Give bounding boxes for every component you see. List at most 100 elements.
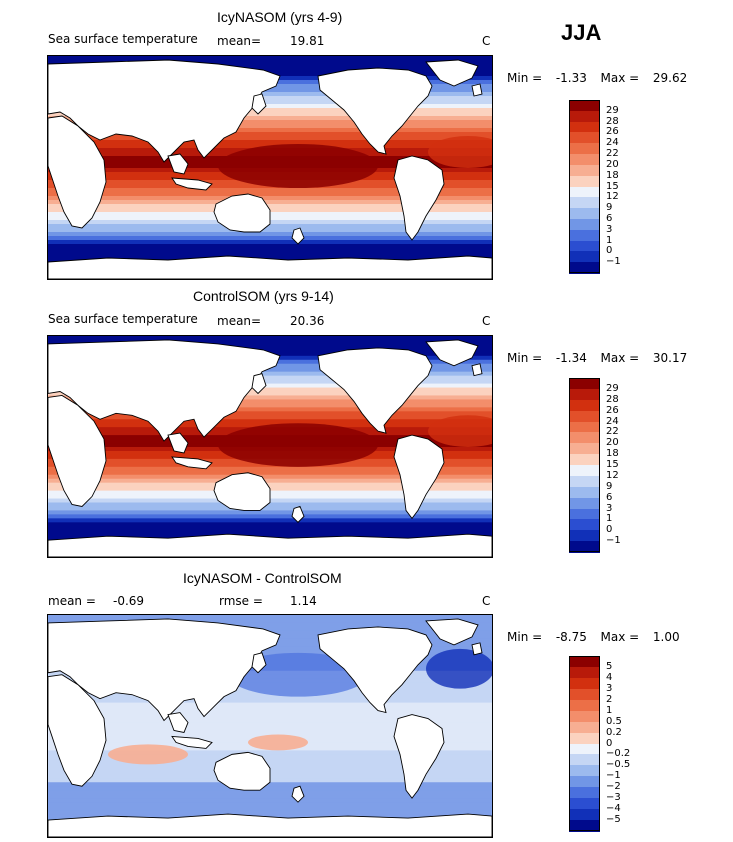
panel-3-title: IcyNASOM - ControlSOM <box>183 570 342 586</box>
colorbar-tick-label: 28 <box>606 115 619 127</box>
ocean-band <box>48 419 492 424</box>
ocean-band <box>48 810 492 815</box>
land-africa <box>48 115 107 229</box>
colorbar-swatch <box>569 787 600 799</box>
land-uk <box>471 363 483 377</box>
colorbar-tick-label: 29 <box>606 104 619 116</box>
colorbar-tick-label: 2 <box>606 693 613 705</box>
ocean-band <box>48 794 492 799</box>
ocean-band <box>48 228 492 233</box>
panel-1-units: C <box>482 34 491 48</box>
land-indo <box>171 456 213 470</box>
colorbar-swatch <box>569 186 600 198</box>
land-japan <box>251 373 267 395</box>
ocean-band <box>48 646 492 652</box>
land-nz <box>291 785 305 803</box>
ocean-band <box>48 786 492 791</box>
atlantic-cool-anomaly <box>426 648 492 689</box>
ocean-band <box>48 798 492 803</box>
colorbar-tick-label: 4 <box>606 671 613 683</box>
season-label: JJA <box>561 20 602 45</box>
panel-1-max-label: Max = <box>600 71 640 85</box>
colorbar-swatch <box>569 262 600 274</box>
colorbar-swatch <box>569 677 600 690</box>
colorbar-swatch <box>569 208 600 220</box>
ocean-band <box>48 722 492 727</box>
indian-warm-anomaly <box>108 744 188 765</box>
ocean-band <box>48 506 492 511</box>
colorbar-swatch <box>569 378 600 390</box>
ocean-band <box>48 188 492 193</box>
panel-3-mean-value: -0.69 <box>113 594 145 608</box>
colorbar-tick-label: 3 <box>606 682 613 694</box>
colorbar-tick-label: 1 <box>606 704 613 716</box>
ocean-band <box>48 64 492 69</box>
ocean-band <box>48 100 492 105</box>
colorbar-tick-label: 1 <box>606 513 613 525</box>
colorbar-frame <box>569 656 600 831</box>
colorbar-swatch <box>569 798 600 810</box>
ocean-band <box>48 256 492 261</box>
ocean-band <box>48 339 492 345</box>
colorbar-tick-label: 28 <box>606 393 619 405</box>
ocean-band <box>48 336 492 341</box>
colorbar-swatch <box>569 421 600 433</box>
land-antarctica <box>48 255 492 279</box>
ocean-band <box>48 236 492 241</box>
land-seasia <box>167 712 189 733</box>
ocean-band <box>48 522 492 527</box>
colorbar-tick-label: 5 <box>606 660 613 672</box>
ocean-band <box>48 502 492 507</box>
colorbar-tick-label: −0.2 <box>606 748 631 760</box>
colorbar-swatch <box>569 666 600 679</box>
land-seasia <box>167 432 189 454</box>
colorbar-swatch <box>569 443 600 455</box>
ocean-band <box>48 510 492 515</box>
ocean-band <box>48 514 492 519</box>
ocean-band <box>48 802 492 807</box>
land-samerica <box>393 155 445 241</box>
land-indo <box>171 735 213 749</box>
ocean-band <box>48 192 492 197</box>
land-namerica <box>317 626 433 714</box>
ocean-band <box>48 343 492 349</box>
panel-2-units: C <box>482 314 491 328</box>
colorbar-swatch <box>569 809 600 821</box>
colorbar-tick-label: 22 <box>606 426 619 438</box>
ocean-band <box>48 626 492 632</box>
ocean-band <box>48 758 492 763</box>
ocean-band <box>48 204 492 209</box>
map-content <box>48 56 492 279</box>
colorbar-tick-label: −1 <box>606 770 621 782</box>
panel-1-min-label: Min = <box>507 71 543 85</box>
ocean-band <box>48 391 492 396</box>
colorbar-tick-label: 24 <box>606 137 619 149</box>
colorbar-swatch <box>569 388 600 401</box>
land-japan <box>251 652 267 674</box>
ocean-band <box>48 60 492 65</box>
ocean-band <box>48 116 492 121</box>
colorbar-tick-label: 15 <box>606 180 619 192</box>
colorbar-tick-label: 22 <box>606 148 619 160</box>
ocean-band <box>48 694 492 700</box>
colorbar-tick-label: 6 <box>606 491 613 503</box>
colorbar-swatch <box>569 454 600 466</box>
colorbar-tick-label: 29 <box>606 382 619 394</box>
ocean-band <box>48 718 492 724</box>
colorbar-swatch <box>569 100 600 112</box>
panel-3-minmax: Min = -8.75 Max = 1.00 <box>507 630 680 644</box>
land-uk <box>471 83 483 97</box>
ocean-band <box>48 248 492 253</box>
land-australia <box>213 472 271 511</box>
ocean-band <box>48 196 492 201</box>
colorbar-swatch <box>569 240 600 252</box>
colorbar-swatch <box>569 229 600 242</box>
colorbar-tick-label: 0.5 <box>606 715 622 727</box>
colorbar-swatch <box>569 519 600 531</box>
colorbar-swatch <box>569 410 600 423</box>
colorbar-swatch <box>569 754 600 766</box>
ocean-band <box>48 706 492 712</box>
land-nz <box>291 227 305 245</box>
colorbar-frame <box>569 378 600 552</box>
ocean-band <box>48 244 492 249</box>
